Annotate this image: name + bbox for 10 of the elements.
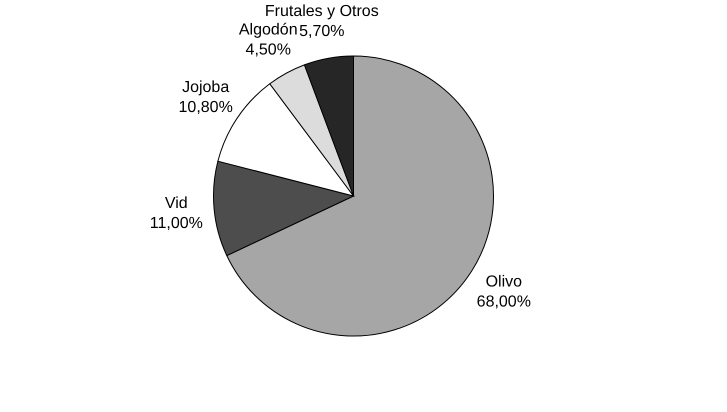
data-label: 5,70% — [299, 22, 344, 40]
slice-label: Frutales y Otros — [264, 2, 379, 20]
slice-label: Algodón — [238, 22, 298, 39]
slice-label: Olivo — [486, 273, 522, 290]
data-label: 68,00% — [476, 293, 531, 310]
slice-label: Vid — [164, 194, 188, 212]
data-label: 10,80% — [178, 98, 233, 116]
data-label: 11,00% — [150, 214, 203, 232]
slice-label: Jojoba — [182, 78, 230, 96]
data-label: 4,50% — [246, 42, 291, 59]
